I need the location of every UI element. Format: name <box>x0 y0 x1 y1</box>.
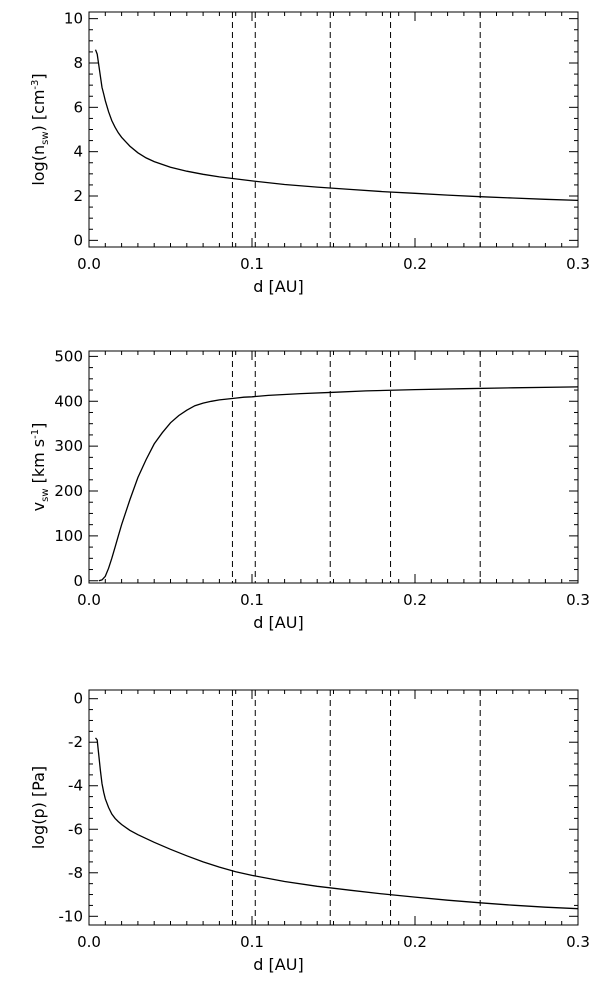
x-tick-label: 0.2 <box>403 933 427 951</box>
y-tick-label: 400 <box>54 392 83 410</box>
x-tick-label: 0.2 <box>403 255 427 273</box>
y-tick-label: -8 <box>68 864 83 882</box>
y-tick-label: 4 <box>73 143 83 161</box>
y-axis-label: vsw [km s-1] <box>29 423 51 512</box>
x-tick-label: 0.3 <box>566 591 590 609</box>
x-tick-label: 0.0 <box>77 591 101 609</box>
y-tick-label: 0 <box>73 231 83 249</box>
y-tick-label: 0 <box>73 690 83 708</box>
y-tick-label: 500 <box>54 347 83 365</box>
y-tick-label: 200 <box>54 482 83 500</box>
y-tick-label: -4 <box>68 777 83 795</box>
y-tick-label: 2 <box>73 187 83 205</box>
plot-frame <box>88 689 579 926</box>
y-tick-label: 10 <box>64 10 83 28</box>
y-tick-label: -10 <box>59 907 84 925</box>
series-line <box>94 49 579 202</box>
x-tick-label: 0.3 <box>566 255 590 273</box>
x-axis-label: d [AU] <box>253 955 303 974</box>
x-tick-label: 0.3 <box>566 933 590 951</box>
x-axis-label: d [AU] <box>253 277 303 296</box>
x-tick-label: 0.1 <box>240 591 264 609</box>
y-axis-label: log(nsw) [cm-3] <box>29 73 51 185</box>
plot-frame <box>88 11 579 248</box>
y-tick-label: -6 <box>68 820 83 838</box>
chart-panel-2: 0.0 0.1 0.2 0.3 0 100 200 300 400 500 d [AU] vsw [k… <box>29 347 590 632</box>
y-tick-label: 0 <box>73 572 83 590</box>
x-tick-label: 0.0 <box>77 255 101 273</box>
x-tick-label: 0.0 <box>77 933 101 951</box>
y-tick-label: 100 <box>54 527 83 545</box>
y-tick-label: 8 <box>73 54 83 72</box>
chart-panel-3: 0.0 0.1 0.2 0.3 -10 -8 -6 -4 -2 0 d [AU] log(p) [Pa… <box>29 689 590 974</box>
y-axis-label: log(p) [Pa] <box>29 766 48 849</box>
y-tick-label: 300 <box>54 437 83 455</box>
x-tick-label: 0.2 <box>403 591 427 609</box>
y-tick-label: 6 <box>73 98 83 116</box>
x-tick-label: 0.1 <box>240 933 264 951</box>
plot-frame <box>88 350 579 584</box>
series-line <box>94 737 579 910</box>
series-line <box>98 386 579 582</box>
x-tick-label: 0.1 <box>240 255 264 273</box>
chart-panel-1: 0.0 0.1 0.2 0.3 0 2 4 6 8 10 d [AU] log(nsw) [cm-3] <box>29 10 590 296</box>
y-tick-label: -2 <box>68 733 83 751</box>
x-axis-label: d [AU] <box>253 613 303 632</box>
